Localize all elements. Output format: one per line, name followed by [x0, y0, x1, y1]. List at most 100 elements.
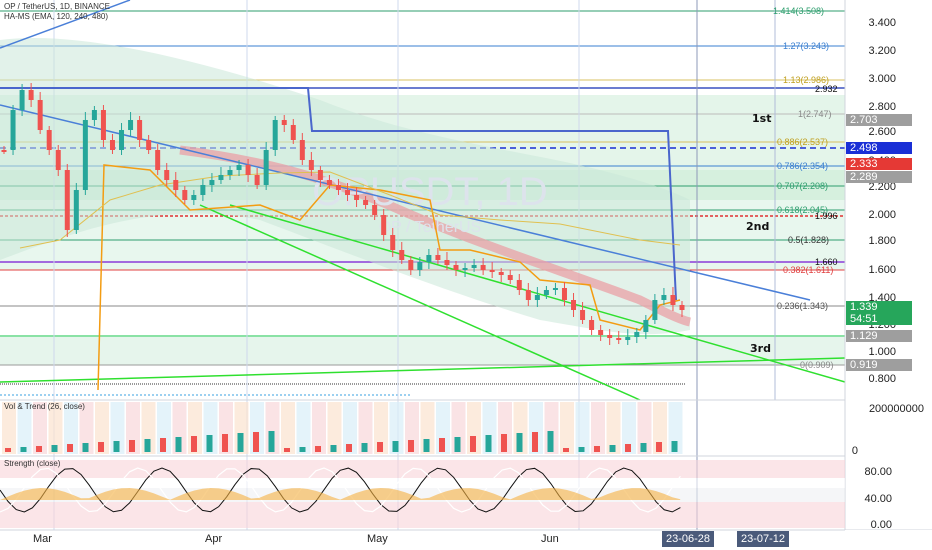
- candle-body: [10, 110, 16, 150]
- vol-band: [17, 402, 32, 454]
- vol-bar: [640, 443, 647, 452]
- candlestick-series: [1, 83, 685, 345]
- strength-zone: [0, 460, 845, 478]
- vol-band: [653, 402, 667, 454]
- candle-body: [191, 195, 197, 200]
- candle-body: [19, 90, 25, 110]
- vol-bar: [501, 434, 507, 452]
- volume-bars: [2, 402, 683, 454]
- candle-body: [263, 150, 269, 185]
- candle-body: [281, 120, 287, 125]
- vol-bar: [253, 432, 259, 452]
- candle-body: [598, 330, 604, 335]
- candle-body: [82, 120, 88, 190]
- candle-body: [426, 255, 432, 262]
- vol-bar: [547, 431, 554, 452]
- vol-bar: [144, 439, 151, 452]
- candle-body: [164, 170, 170, 180]
- candle-body: [73, 190, 79, 230]
- candle-body: [290, 125, 296, 140]
- candle-body: [561, 288, 567, 300]
- strength-axis-label: 80.00: [864, 466, 892, 478]
- watermark-name: OP / TetherUS: [379, 219, 482, 236]
- vol-band: [48, 402, 63, 454]
- price-axis-label: 2.000: [868, 209, 896, 221]
- price-axis-label: 2.800: [868, 101, 896, 113]
- candle-body: [200, 185, 206, 195]
- symbol-title: OP / TetherUS, 1D, BINANCE: [4, 2, 110, 11]
- candle-body: [173, 180, 179, 190]
- vol-bar: [20, 447, 27, 452]
- candle-body: [326, 180, 332, 185]
- fib-label: 0.707(2.208): [777, 181, 829, 191]
- price-axis-label: 1.000: [868, 346, 896, 358]
- fib-label: 1.27(3.243): [783, 41, 830, 51]
- candle-body: [335, 185, 341, 190]
- vol-band: [296, 402, 311, 454]
- vol-band: [95, 402, 109, 454]
- vol-band: [622, 402, 636, 454]
- time-axis-label: Apr: [205, 533, 223, 545]
- candle-body: [399, 250, 405, 260]
- price-axis-label: 3.200: [868, 45, 896, 57]
- candle-body: [345, 190, 351, 195]
- candle-body: [616, 338, 622, 340]
- fib-label: 0.382(1.611): [783, 265, 834, 275]
- countdown-tag: 54:51: [846, 313, 912, 325]
- fib-label: 1.660: [815, 257, 838, 267]
- fib-label: 0.5(1.828): [788, 235, 830, 245]
- vol-bar: [160, 438, 166, 452]
- fib-label: 0(0.909): [800, 360, 834, 370]
- vol-bar: [222, 434, 228, 452]
- candle-body: [462, 268, 468, 270]
- vol-bar: [51, 445, 58, 452]
- vol-band: [575, 402, 590, 454]
- vol-bar: [191, 436, 197, 452]
- candle-body: [64, 170, 70, 230]
- fib-label: 0.618(2.045): [777, 205, 829, 215]
- vol-bar: [5, 448, 11, 452]
- vol-bar: [268, 431, 275, 452]
- vol-bar: [377, 442, 383, 452]
- vol-panel-title: Vol & Trend (26, close): [4, 402, 85, 411]
- candle-body: [543, 290, 549, 295]
- candle-body: [453, 265, 459, 270]
- vol-band: [637, 402, 652, 454]
- level-label-1st: 1st: [752, 112, 772, 125]
- candle-body: [444, 260, 450, 265]
- time-axis-label: Jun: [541, 533, 559, 545]
- price-axis-label: 1.600: [868, 264, 896, 276]
- vol-bar: [656, 442, 662, 452]
- strength-axis-label: 0.00: [870, 519, 892, 531]
- price-axis-label: 2.600: [868, 126, 896, 138]
- candle-body: [299, 140, 305, 160]
- vol-bar: [82, 443, 89, 452]
- vol-bar: [439, 438, 445, 452]
- candle-body: [480, 265, 486, 270]
- vol-band: [358, 402, 373, 454]
- vol-bar: [237, 433, 244, 452]
- vol-bar: [609, 445, 616, 452]
- candle-body: [272, 120, 278, 150]
- candle-body: [489, 270, 495, 272]
- vol-bar: [175, 437, 182, 452]
- candle-body: [209, 180, 215, 185]
- vol-bar: [392, 441, 399, 452]
- price-tag: 1.129: [846, 330, 912, 342]
- candle-body: [28, 90, 34, 100]
- vol-bar: [315, 446, 321, 452]
- candle-body: [643, 320, 649, 332]
- price-axis-label: 2.200: [868, 181, 896, 193]
- strength-panel-title: Strength (close): [4, 459, 61, 468]
- candle-body: [381, 215, 387, 235]
- vol-band: [560, 402, 574, 454]
- candle-body: [589, 320, 595, 330]
- price-tag: 2.703: [846, 114, 912, 126]
- candle-body: [607, 335, 613, 338]
- candle-body: [354, 195, 360, 200]
- time-axis-label: Mar: [33, 533, 52, 545]
- vol-bar: [671, 441, 678, 452]
- candle-body: [498, 272, 504, 275]
- vol-band: [281, 402, 295, 454]
